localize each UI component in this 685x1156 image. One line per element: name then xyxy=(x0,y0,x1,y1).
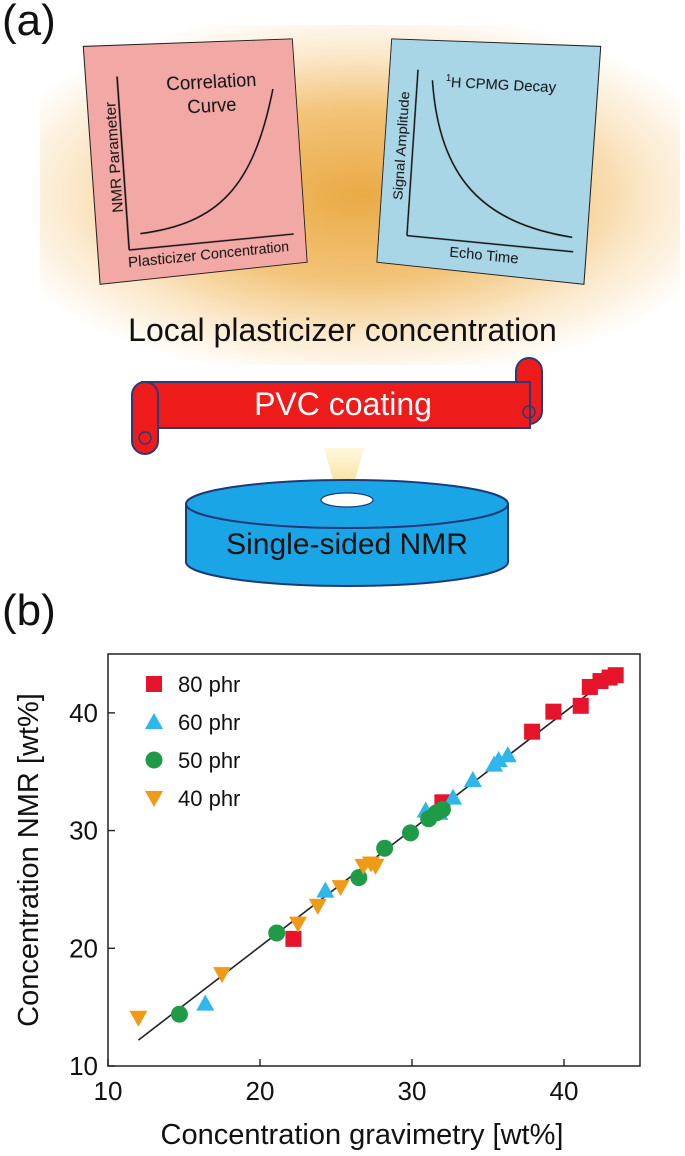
x-tick-label: 20 xyxy=(246,1076,275,1106)
y-axis-title: Concentration NMR [wt%] xyxy=(13,693,45,1027)
legend-label-80-phr: 80 phr xyxy=(178,672,240,697)
point-80-phr xyxy=(608,667,624,683)
point-50-phr xyxy=(434,801,451,818)
legend-marker-40-phr xyxy=(145,791,163,807)
point-40-phr xyxy=(129,1011,147,1027)
y-tick-label: 10 xyxy=(69,1051,98,1081)
point-80-phr xyxy=(524,724,540,740)
y-tick-label: 20 xyxy=(69,933,98,963)
point-60-phr xyxy=(316,882,334,898)
point-60-phr xyxy=(464,771,482,787)
point-80-phr xyxy=(545,704,561,720)
point-60-phr xyxy=(499,746,517,762)
point-50-phr xyxy=(376,840,393,857)
x-tick-label: 40 xyxy=(550,1076,579,1106)
concentration-scatter-chart: 10 20 30 40 10 20 30 40 80 phr 60 phr 50 phr 40 ph… xyxy=(0,640,685,1156)
point-40-phr xyxy=(332,880,350,896)
x-axis-title: Concentration gravimetry [wt%] xyxy=(161,1119,564,1151)
legend: 80 phr 60 phr 50 phr 40 phr xyxy=(145,672,240,811)
point-50-phr xyxy=(268,924,285,941)
y-tick-label: 40 xyxy=(69,698,98,728)
single-sided-nmr-device: Single-sided NMR xyxy=(182,478,512,588)
legend-marker-80-phr xyxy=(146,676,162,692)
point-40-phr xyxy=(289,917,307,933)
legend-label-60-phr: 60 phr xyxy=(178,710,240,735)
cpmg-decay-card: Signal Amplitude Echo Time 1H CPMG Decay xyxy=(376,38,601,285)
point-50-phr xyxy=(402,824,419,841)
legend-marker-50-phr xyxy=(146,752,163,769)
correlation-curve-card: NMR Parameter Plasticizer Concentration … xyxy=(83,38,308,285)
point-60-phr xyxy=(196,995,214,1011)
single-sided-nmr-label: Single-sided NMR xyxy=(182,528,512,562)
pvc-coating-label: PVC coating xyxy=(128,386,558,423)
x-tick-label: 30 xyxy=(398,1076,427,1106)
legend-label-40-phr: 40 phr xyxy=(178,786,240,811)
scatter-plot-svg: 10 20 30 4010203040 80 phr60 phr50 phr40 ph… xyxy=(0,640,685,1156)
panel-b-label: (b) xyxy=(2,586,56,636)
correlation-label-line1: Correlation xyxy=(166,70,255,96)
pvc-coating-banner: PVC coating xyxy=(128,356,558,456)
legend-label-50-phr: 50 phr xyxy=(178,748,240,773)
legend-marker-60-phr xyxy=(145,713,163,729)
point-50-phr xyxy=(171,1006,188,1023)
cpmg-decay-line xyxy=(423,80,583,237)
y-tick-label: 30 xyxy=(69,816,98,846)
point-80-phr xyxy=(573,698,589,714)
local-plasticizer-caption: Local plasticizer concentration xyxy=(0,312,685,349)
point-80-phr xyxy=(285,931,301,947)
